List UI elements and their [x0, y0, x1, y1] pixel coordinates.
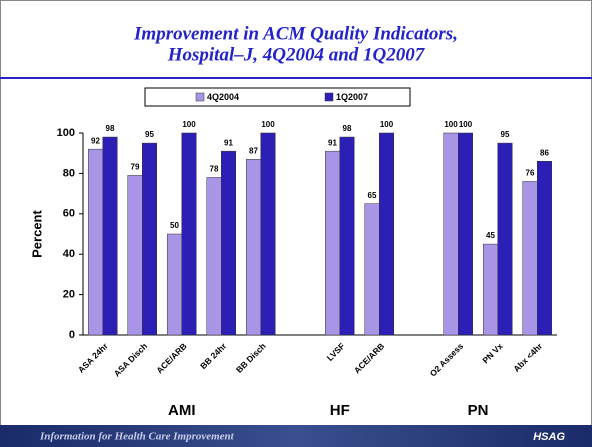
- group-label: HF: [330, 402, 350, 419]
- group-label: PN: [468, 402, 489, 419]
- bar: [221, 150, 236, 336]
- bar: [339, 136, 355, 336]
- legend-swatch: [195, 92, 205, 102]
- data-label: 100: [182, 120, 196, 129]
- legend-swatch: [324, 92, 334, 102]
- y-tick-label: 80: [63, 167, 75, 179]
- bar: [246, 159, 261, 336]
- data-label: 78: [210, 165, 219, 174]
- data-label: 100: [380, 120, 394, 129]
- data-label: 98: [106, 124, 115, 133]
- data-label: 45: [486, 231, 495, 240]
- legend-label: 4Q2004: [207, 92, 239, 102]
- footer-logo: HSAG: [533, 431, 565, 443]
- data-label: 92: [91, 136, 100, 145]
- data-label: 91: [224, 138, 233, 147]
- y-tick-label: 40: [63, 248, 75, 260]
- bar: [88, 148, 103, 336]
- y-tick-label: 100: [57, 127, 75, 139]
- data-label: 91: [328, 138, 337, 147]
- group-label: AMI: [168, 402, 196, 419]
- bar: [379, 132, 394, 336]
- y-tick-label: 0: [69, 329, 75, 341]
- bar: [181, 132, 197, 336]
- bar: [497, 142, 513, 336]
- bar: [102, 136, 118, 336]
- bar: [537, 161, 552, 336]
- legend-box: [144, 87, 411, 107]
- bar: [260, 132, 276, 336]
- data-label: 86: [540, 148, 549, 157]
- bar: [206, 177, 222, 336]
- bar: [167, 233, 182, 336]
- data-label: 100: [261, 120, 275, 129]
- bar: [522, 181, 538, 336]
- legend-label: 1Q2007: [336, 92, 368, 102]
- data-label: 95: [145, 130, 154, 139]
- data-label: 95: [501, 130, 510, 139]
- bar: [325, 150, 340, 336]
- title-line: Improvement in ACM Quality Indicators,: [133, 23, 458, 44]
- data-label: 79: [131, 163, 140, 172]
- y-tick-label: 20: [63, 289, 75, 301]
- y-axis-label: Percent: [29, 209, 44, 257]
- data-label: 100: [444, 120, 458, 129]
- bar: [458, 132, 473, 336]
- data-label: 87: [249, 146, 258, 155]
- bar: [364, 203, 380, 336]
- data-label: 65: [368, 191, 377, 200]
- bar: [443, 132, 459, 336]
- data-label: 76: [526, 169, 535, 178]
- bar: [127, 175, 143, 336]
- bar: [142, 142, 157, 336]
- y-tick-label: 60: [63, 208, 75, 220]
- data-label: 50: [170, 221, 179, 230]
- bar: [483, 243, 498, 336]
- data-label: 100: [459, 120, 473, 129]
- data-label: 98: [343, 124, 352, 133]
- title-line: Hospital–J, 4Q2004 and 1Q2007: [167, 44, 426, 65]
- footer-banner: [0, 425, 592, 447]
- footer-tagline: Information for Health Care Improvement: [39, 431, 235, 443]
